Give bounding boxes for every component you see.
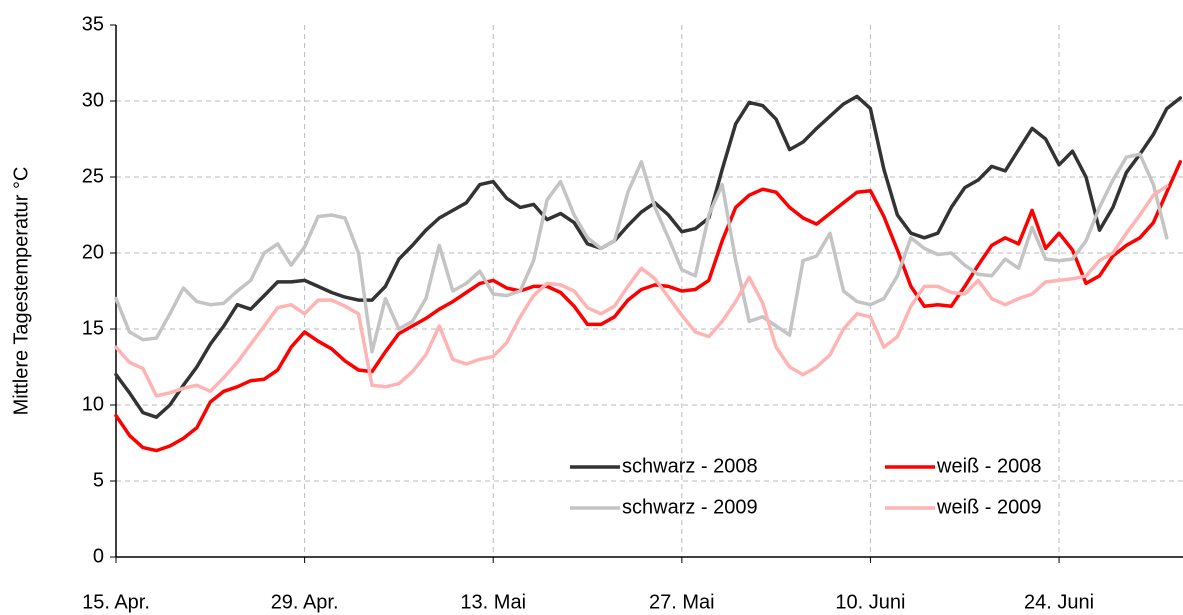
x-tick-label: 13. Mai — [460, 591, 526, 613]
x-tick-label: 29. Apr. — [271, 591, 339, 613]
y-tick-label: 35 — [82, 13, 104, 35]
legend-label: weiß - 2008 — [936, 455, 1042, 477]
series-line — [114, 152, 1169, 354]
series-line — [114, 94, 1183, 419]
y-tick-label: 20 — [82, 241, 104, 263]
legend-label: schwarz - 2008 — [622, 455, 758, 477]
series-line — [114, 184, 1169, 398]
y-tick-label: 30 — [82, 89, 104, 111]
x-tick-label: 27. Mai — [649, 591, 715, 613]
x-tick-label: 15. Apr. — [82, 591, 150, 613]
y-tick-label: 15 — [82, 317, 104, 339]
legend-label: weiß - 2009 — [936, 496, 1042, 518]
y-tick-label: 5 — [93, 469, 104, 491]
y-tick-label: 10 — [82, 393, 104, 415]
y-axis-label: Mittlere Tagestemperatur °C — [10, 167, 32, 416]
series-line — [114, 160, 1183, 453]
y-tick-label: 25 — [82, 165, 104, 187]
x-tick-label: 24. Juni — [1024, 591, 1094, 613]
y-tick-label: 0 — [93, 545, 104, 567]
x-tick-label: 10. Juni — [835, 591, 905, 613]
legend-label: schwarz - 2009 — [622, 496, 758, 518]
